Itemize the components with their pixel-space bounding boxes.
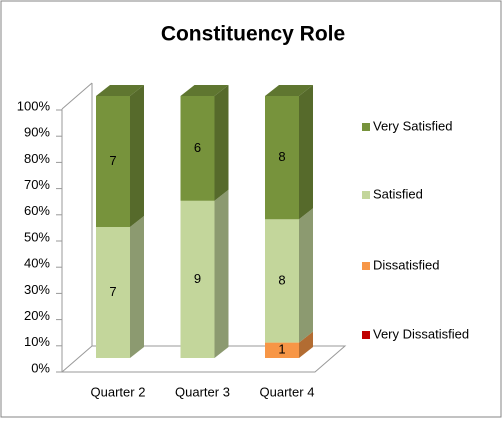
data-label: 8 — [278, 149, 285, 164]
bar-side — [299, 331, 313, 358]
x-tick-label: Quarter 2 — [91, 384, 146, 399]
y-tick-label: 80% — [24, 151, 50, 166]
bar-side — [130, 216, 144, 358]
bar — [96, 96, 130, 227]
bar — [265, 96, 299, 220]
y-tick-label: 90% — [24, 125, 50, 140]
legend-label: Very Dissatisfied — [373, 326, 469, 341]
legend-label: Very Satisfied — [373, 118, 453, 133]
wall-top — [61, 82, 93, 110]
chart-title: Constituency Role — [161, 23, 345, 46]
y-tick-label: 0% — [31, 360, 50, 375]
x-tick-label: Quarter 4 — [260, 384, 315, 399]
legend-swatch — [362, 123, 370, 131]
x-tick-label: Quarter 3 — [175, 384, 230, 399]
bar-top — [96, 85, 144, 96]
data-label: 9 — [194, 271, 201, 286]
data-label: 8 — [278, 272, 285, 287]
chart-border — [0, 0, 502, 418]
y-tick-label: 20% — [24, 308, 50, 323]
data-label: 6 — [194, 140, 201, 155]
data-label: 7 — [109, 284, 116, 299]
y-tick-label: 30% — [24, 282, 50, 297]
bar — [265, 342, 299, 358]
legend-swatch — [362, 191, 370, 199]
bar — [180, 96, 215, 201]
legend-label: Satisfied — [373, 186, 423, 201]
legend-swatch — [362, 331, 370, 339]
y-tick-label: 70% — [24, 177, 50, 192]
bar — [265, 219, 299, 343]
y-tick-label: 100% — [17, 98, 51, 113]
y-tick-label: 50% — [24, 229, 50, 244]
bar — [180, 200, 215, 358]
bar-side — [299, 208, 313, 343]
bar-side — [299, 85, 313, 220]
y-tick-label: 10% — [24, 334, 50, 349]
bar-side — [130, 85, 144, 227]
bar-side — [214, 85, 229, 201]
y-tick-label: 60% — [24, 203, 50, 218]
data-label: 1 — [278, 342, 285, 357]
floor — [60, 345, 347, 373]
bar-side — [214, 189, 229, 358]
y-tick-label: 40% — [24, 256, 50, 271]
data-label: 7 — [109, 153, 116, 168]
bar-top — [265, 85, 313, 96]
bar-top — [180, 85, 229, 96]
legend-swatch — [362, 262, 370, 270]
legend-label: Dissatisfied — [373, 257, 439, 272]
bar — [96, 227, 130, 358]
